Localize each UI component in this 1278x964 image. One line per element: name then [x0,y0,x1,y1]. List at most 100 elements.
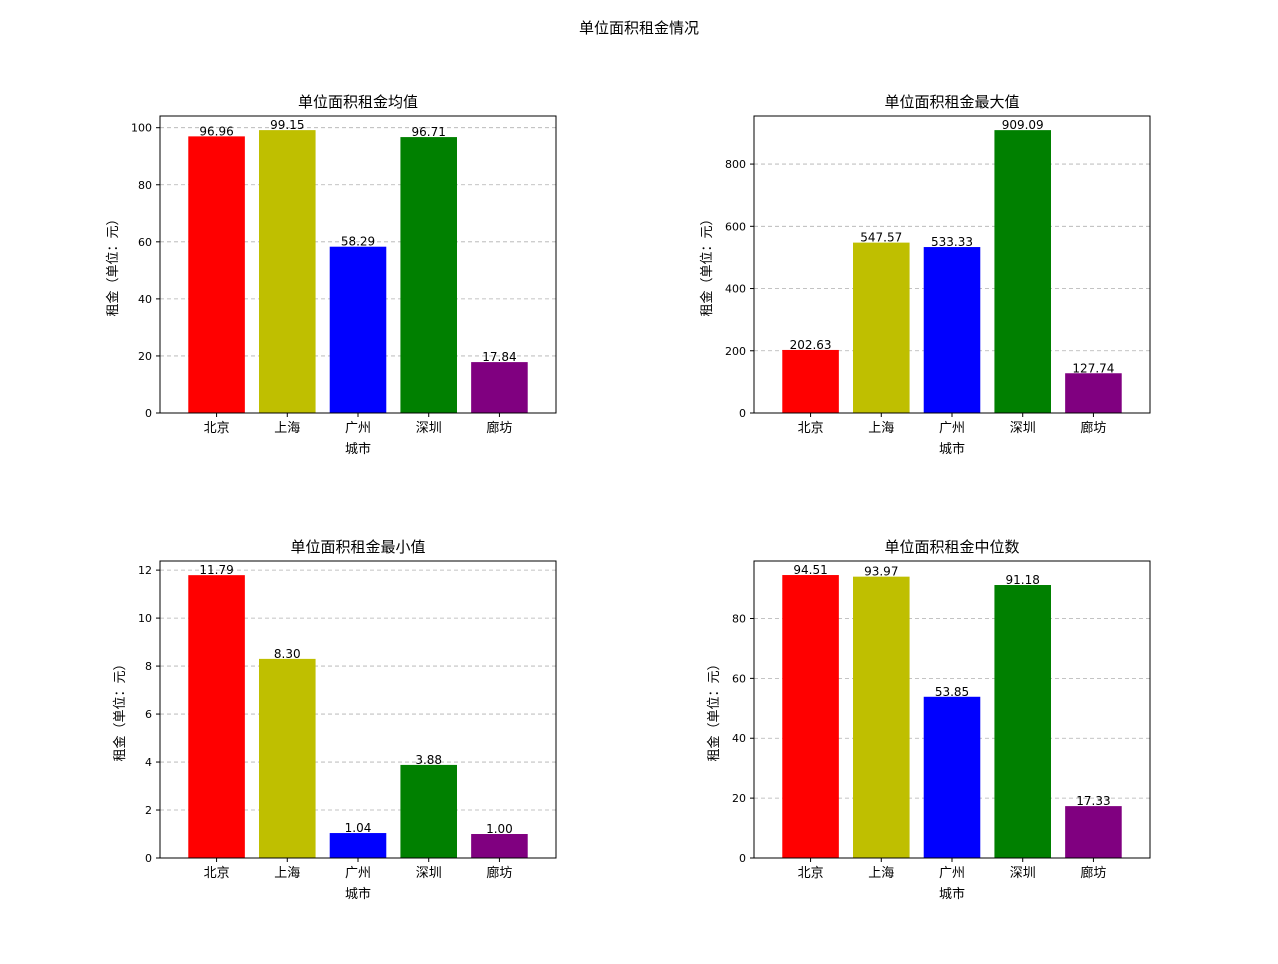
y-tick-label: 20 [732,792,746,805]
y-axis-label: 租金（单位：元） [706,657,722,761]
y-tick-label: 400 [725,283,746,296]
bar-广州 [923,247,981,413]
x-tick-label: 廊坊 [486,420,512,436]
subplot-title: 单位面积租金最大值 [884,93,1019,111]
bar-value-label: 93.97 [864,565,898,579]
x-tick-label: 北京 [798,421,824,436]
x-tick-label: 廊坊 [1080,865,1106,881]
subplot-1: 96.96 99.15 58.29 96.71 17.84 0 20 40 60 80 100 北京 上… [105,93,557,457]
x-tick-label: 深圳 [416,421,442,436]
subplot-title: 单位面积租金中位数 [884,538,1019,556]
bar-value-label: 3.88 [415,753,442,767]
x-tick-label: 深圳 [416,866,442,881]
y-tick-label: 2 [145,804,152,817]
bar-广州 [923,696,981,858]
bar-value-label: 533.33 [931,235,973,249]
x-tick-label: 上海 [274,866,300,881]
bar-北京 [782,575,839,858]
bar-value-label: 547.57 [860,231,902,245]
x-tick-label: 上海 [868,421,894,436]
figure-suptitle: 单位面积租金情况 [579,19,699,37]
y-tick-label: 80 [138,179,152,192]
subplot-title: 单位面积租金最小值 [290,538,425,556]
bar-value-label: 91.18 [1006,573,1040,587]
bar-北京 [188,136,245,413]
y-tick-label: 12 [138,564,152,577]
x-tick-label: 北京 [798,866,824,881]
subplot-title: 单位面积租金均值 [298,93,418,111]
x-tick-label: 广州 [939,421,965,436]
x-tick-label: 广州 [345,421,371,436]
x-axis-label: 城市 [939,886,965,902]
subplot-2: 202.63 547.57 533.33 909.09 127.74 0 200 400 600… [699,93,1151,457]
bar-北京 [188,575,245,858]
y-tick-label: 10 [138,612,152,625]
x-axis-label: 城市 [345,441,371,457]
bar-value-label: 53.85 [935,685,969,699]
y-tick-label: 20 [138,350,152,363]
y-tick-label: 0 [739,852,746,865]
x-tick-label: 深圳 [1010,421,1036,436]
x-tick-label: 北京 [204,866,230,881]
bar-value-label: 58.29 [341,235,375,249]
y-axis-label: 租金（单位：元） [105,212,121,316]
bar-廊坊 [471,362,528,413]
y-tick-label: 4 [145,756,152,769]
bar-上海 [259,130,316,413]
bar-廊坊 [1065,806,1122,858]
x-tick-label: 广州 [345,866,371,881]
y-tick-label: 6 [145,708,152,721]
y-tick-label: 800 [725,158,746,171]
y-tick-label: 60 [732,672,746,685]
bar-深圳 [994,130,1051,413]
bar-value-label: 202.63 [790,338,832,352]
y-tick-label: 40 [732,732,746,745]
y-tick-label: 80 [732,612,746,625]
subplot-4: 94.51 93.97 53.85 91.18 17.33 0 20 40 60 80 北京 上海 广州… [706,538,1151,902]
x-tick-label: 廊坊 [486,865,512,881]
x-tick-label: 深圳 [1010,866,1036,881]
x-tick-label: 广州 [939,866,965,881]
bar-上海 [853,242,910,413]
y-tick-label: 60 [138,236,152,249]
x-tick-label: 上海 [868,866,894,881]
bar-广州 [329,246,387,413]
bar-value-label: 94.51 [793,563,827,577]
bar-value-label: 1.00 [486,822,513,836]
bar-value-label: 11.79 [199,563,233,577]
bar-廊坊 [471,834,528,858]
subplot-3: 11.79 8.30 1.04 3.88 1.00 0 2 4 6 8 10 12 北京 上海 广州 深圳 廊坊… [112,538,557,902]
x-tick-label: 廊坊 [1080,420,1106,436]
y-axis-label: 租金（单位：元） [699,212,715,316]
bar-value-label: 127.74 [1072,361,1114,375]
x-tick-label: 北京 [204,421,230,436]
bar-广州 [329,833,387,858]
bar-value-label: 17.33 [1076,794,1110,808]
bar-深圳 [400,137,457,413]
bar-value-label: 96.71 [412,125,446,139]
bar-value-label: 1.04 [345,821,372,835]
x-axis-label: 城市 [345,886,371,902]
bar-上海 [853,576,910,858]
y-axis-label: 租金（单位：元） [112,657,128,761]
bar-廊坊 [1065,373,1122,413]
x-axis-label: 城市 [939,441,965,457]
charts-grid: 96.96 99.1558.2996.7117.84020406080100北京上… [105,93,1151,902]
bar-value-label: 99.15 [270,118,304,132]
y-tick-label: 600 [725,220,746,233]
y-tick-label: 40 [138,293,152,306]
y-tick-label: 100 [131,122,152,135]
bar-上海 [259,658,316,858]
bar-北京 [782,349,839,413]
y-tick-label: 0 [145,852,152,865]
bar-value-label: 96.96 [199,124,233,138]
bar-深圳 [994,585,1051,858]
bar-value-label: 17.84 [482,350,516,364]
y-tick-label: 0 [145,407,152,420]
y-tick-label: 0 [739,407,746,420]
bar-value-label: 8.30 [274,647,301,661]
bar-深圳 [400,764,457,858]
y-tick-label: 200 [725,345,746,358]
x-tick-label: 上海 [274,421,300,436]
